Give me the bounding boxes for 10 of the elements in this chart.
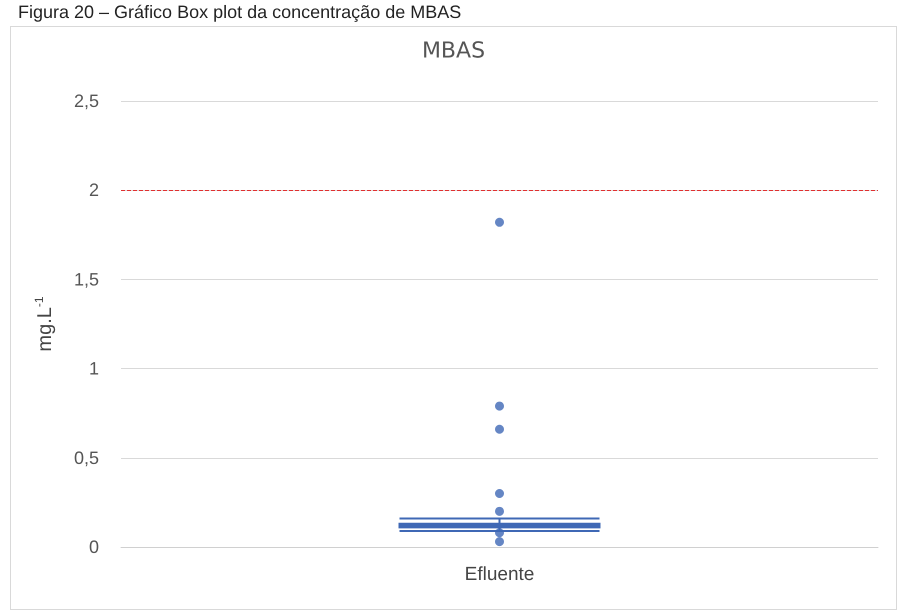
y-tick-label: 2,5 [74, 91, 99, 111]
y-tick-label: 1 [88, 358, 99, 379]
text: Figura 20 – Gráfico Box plot da concentração de MBAS [18, 2, 462, 23]
x-tick-label: Efluente [464, 564, 534, 585]
y-axis-title: mg.L-1 [32, 296, 56, 352]
chart-title: MBAS [422, 38, 486, 64]
y-tick-label: 0 [88, 537, 99, 557]
y-tick-label: 2 [88, 180, 99, 200]
y-tick-label: 1,5 [74, 269, 99, 290]
y-tick-label: 0,5 [74, 448, 99, 468]
